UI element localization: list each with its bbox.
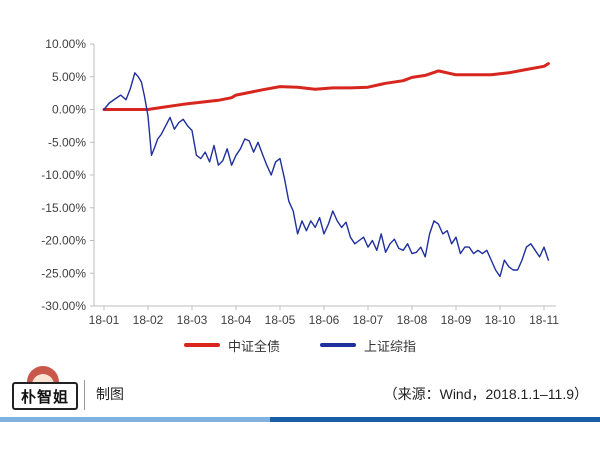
series-lines: [102, 62, 550, 278]
x-tick-label: 18-07: [353, 313, 384, 327]
x-tick-label: 18-02: [133, 313, 164, 327]
x-tick-label: 18-08: [397, 313, 428, 327]
y-tick-label: -5.00%: [48, 135, 86, 149]
x-tick-label: 18-11: [529, 313, 559, 327]
y-tick-label: -15.00%: [41, 201, 86, 215]
legend-swatch-bond: [183, 343, 220, 347]
footer-bar-light: [0, 417, 270, 422]
x-tick-label: 18-06: [309, 313, 340, 327]
y-tick-label: -25.00%: [41, 266, 86, 280]
source-note: （来源：Wind，2018.1.1–11.9）: [383, 386, 588, 402]
y-tick-label: 5.00%: [52, 70, 86, 84]
y-tick-label: -10.00%: [41, 168, 86, 182]
tick-labels: 10.00% 5.00% 0.00% -5.00% -10.00% -15.00% -20.…: [41, 37, 559, 327]
series-line-0: [102, 62, 550, 111]
y-tick-label: -30.00%: [41, 299, 86, 313]
chart-area: 10.00% 5.00% 0.00% -5.00% -10.00% -15.00% -20.…: [41, 37, 559, 327]
legend-label-bond: 中证全债: [227, 338, 280, 354]
legend: 中证全债 上证综指: [0, 330, 600, 360]
footer-bar-dark: [270, 417, 600, 422]
made-by-label: 制图: [96, 386, 124, 402]
legend-item-index: 上证综指: [320, 336, 416, 355]
x-tick-label: 18-03: [177, 313, 208, 327]
brand-logo: 朴智姐: [12, 382, 78, 410]
x-tick-label: 18-05: [265, 313, 296, 327]
line-chart: 10.00% 5.00% 0.00% -5.00% -10.00% -15.00% -20.…: [41, 37, 559, 327]
legend-label-index: 上证综指: [364, 338, 417, 354]
legend-item-bond: 中证全债: [183, 336, 280, 355]
x-tick-label: 18-01: [89, 313, 120, 327]
footer: 朴智姐 制图 （来源：Wind，2018.1.1–11.9）: [0, 362, 600, 449]
y-tick-label: -20.00%: [41, 234, 86, 248]
legend-swatch-index: [320, 343, 356, 347]
x-tick-label: 18-09: [441, 313, 472, 327]
x-tick-label: 18-10: [485, 313, 516, 327]
y-tick-label: 0.00%: [52, 103, 86, 117]
x-tick-label: 18-04: [221, 313, 252, 327]
series-line-1: [103, 72, 550, 278]
footer-divider: [84, 380, 85, 410]
axes: [90, 43, 556, 310]
y-tick-label: 10.00%: [45, 37, 86, 51]
